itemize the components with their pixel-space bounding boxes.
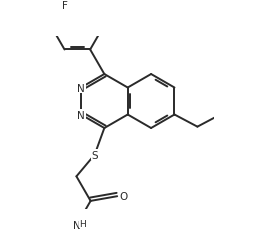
Text: F: F	[62, 1, 67, 11]
Text: O: O	[120, 191, 128, 201]
Text: N: N	[77, 83, 85, 93]
Text: N: N	[77, 110, 85, 120]
Text: S: S	[91, 150, 98, 160]
Text: N: N	[73, 220, 80, 231]
Text: H: H	[79, 219, 86, 228]
